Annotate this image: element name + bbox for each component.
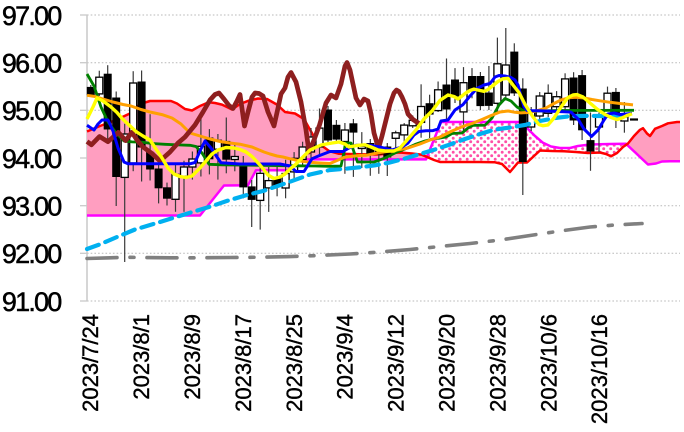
svg-text:2023/8/1: 2023/8/1: [129, 314, 154, 400]
svg-text:94.00: 94.00: [2, 144, 61, 174]
svg-text:2023/7/24: 2023/7/24: [78, 314, 103, 412]
svg-text:93.00: 93.00: [2, 192, 61, 222]
svg-text:2023/8/17: 2023/8/17: [231, 314, 256, 412]
svg-text:96.00: 96.00: [2, 49, 61, 79]
svg-text:2023/8/25: 2023/8/25: [282, 314, 307, 412]
svg-text:92.00: 92.00: [2, 239, 61, 269]
svg-text:2023/10/6: 2023/10/6: [536, 314, 561, 412]
svg-text:2023/8/9: 2023/8/9: [180, 314, 205, 400]
svg-text:91.00: 91.00: [2, 287, 61, 317]
svg-text:2023/9/12: 2023/9/12: [384, 314, 409, 412]
svg-text:2023/9/4: 2023/9/4: [333, 314, 358, 400]
svg-text:97.00: 97.00: [2, 1, 61, 31]
svg-text:2023/9/28: 2023/9/28: [485, 314, 510, 412]
svg-text:2023/9/20: 2023/9/20: [435, 314, 460, 412]
svg-text:2023/10/16: 2023/10/16: [587, 314, 612, 424]
svg-text:95.00: 95.00: [2, 96, 61, 126]
